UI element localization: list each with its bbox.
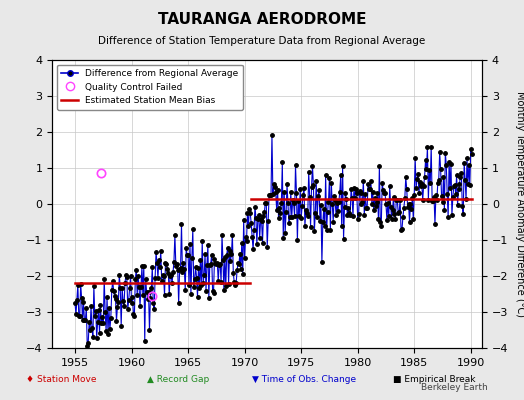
- Text: Difference of Station Temperature Data from Regional Average: Difference of Station Temperature Data f…: [99, 36, 425, 46]
- Text: ■ Empirical Break: ■ Empirical Break: [393, 375, 475, 384]
- Y-axis label: Monthly Temperature Anomaly Difference (°C): Monthly Temperature Anomaly Difference (…: [515, 91, 524, 317]
- Text: Berkeley Earth: Berkeley Earth: [421, 383, 487, 392]
- Legend: Difference from Regional Average, Quality Control Failed, Estimated Station Mean: Difference from Regional Average, Qualit…: [57, 64, 243, 110]
- Text: ▲ Record Gap: ▲ Record Gap: [147, 375, 209, 384]
- Text: TAURANGA AERODROME: TAURANGA AERODROME: [158, 12, 366, 27]
- Text: ♦ Station Move: ♦ Station Move: [26, 375, 97, 384]
- Text: ▼ Time of Obs. Change: ▼ Time of Obs. Change: [252, 375, 356, 384]
